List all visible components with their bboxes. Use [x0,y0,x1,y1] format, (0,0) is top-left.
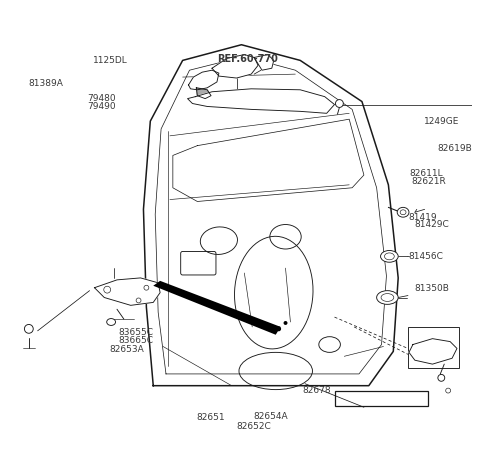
Text: 81429C: 81429C [414,220,449,229]
Ellipse shape [24,325,33,334]
Ellipse shape [438,375,445,382]
Ellipse shape [381,251,398,262]
Text: 81419: 81419 [408,212,437,221]
Ellipse shape [276,327,281,331]
Text: 82621R: 82621R [411,177,446,186]
Text: 81389A: 81389A [29,79,63,87]
Text: 82678: 82678 [302,386,331,394]
Polygon shape [95,278,160,306]
Ellipse shape [107,319,116,326]
Text: 81350B: 81350B [414,284,449,293]
Text: 82653A: 82653A [109,344,144,353]
Polygon shape [212,55,258,79]
Text: 83665C: 83665C [118,335,153,344]
Text: 83655C: 83655C [118,327,153,336]
Text: 82651: 82651 [196,412,225,421]
Ellipse shape [397,208,409,218]
Polygon shape [196,89,211,99]
Text: 82611L: 82611L [409,169,443,178]
Text: 1125DL: 1125DL [93,56,128,65]
Text: 82654A: 82654A [253,411,288,420]
Text: 1249GE: 1249GE [424,117,459,126]
Polygon shape [254,55,274,71]
Text: 81456C: 81456C [408,252,443,261]
Polygon shape [409,339,457,364]
Bar [408,327,459,368]
Text: REF.60-770: REF.60-770 [217,54,277,64]
Polygon shape [153,281,281,335]
Ellipse shape [377,291,398,305]
Ellipse shape [284,321,288,325]
Bar [335,391,428,406]
Text: 79480: 79480 [87,94,116,103]
Polygon shape [188,90,335,114]
Text: 82652C: 82652C [237,421,271,430]
Text: 79490: 79490 [87,102,116,110]
Text: 82619B: 82619B [438,144,473,152]
Polygon shape [189,71,219,91]
Ellipse shape [336,101,343,108]
